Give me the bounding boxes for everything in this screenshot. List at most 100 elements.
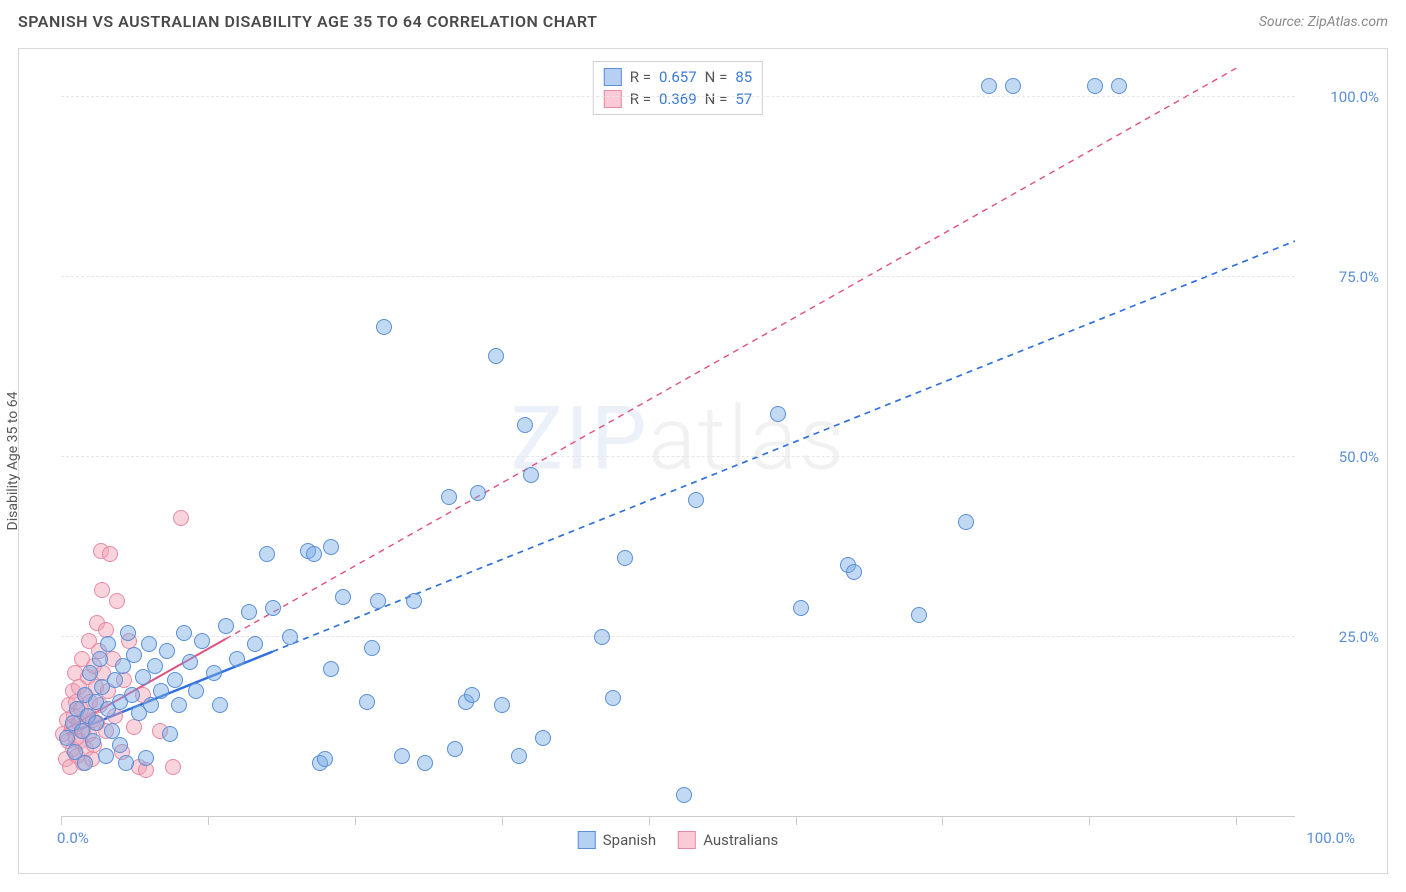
data-point	[417, 755, 433, 771]
data-point	[441, 489, 457, 505]
data-point	[241, 604, 257, 620]
data-point	[229, 651, 245, 667]
swatch-blue-icon	[578, 831, 596, 849]
data-point	[165, 759, 181, 775]
data-point	[171, 697, 187, 713]
data-point	[447, 741, 463, 757]
data-point	[176, 625, 192, 641]
data-point	[535, 730, 551, 746]
x-tick	[502, 817, 503, 825]
data-point	[173, 510, 189, 526]
data-point	[364, 640, 380, 656]
data-point	[323, 661, 339, 677]
legend-item-spanish: Spanish	[578, 831, 656, 849]
stats-row-spanish: R = 0.657 N = 85	[604, 66, 752, 88]
data-point	[188, 683, 204, 699]
data-point	[212, 697, 228, 713]
data-point	[1111, 78, 1127, 94]
data-point	[793, 600, 809, 616]
data-point	[120, 625, 136, 641]
data-point	[126, 647, 142, 663]
data-point	[118, 755, 134, 771]
data-point	[676, 787, 692, 803]
data-point	[770, 406, 786, 422]
data-point	[464, 687, 480, 703]
y-tick-label: 100.0%	[1330, 88, 1379, 106]
data-point	[98, 748, 114, 764]
x-tick	[1236, 817, 1237, 825]
data-point	[511, 748, 527, 764]
data-point	[470, 485, 486, 501]
legend-item-australians: Australians	[678, 831, 778, 849]
data-point	[206, 665, 222, 681]
data-point	[265, 600, 281, 616]
data-point	[94, 582, 110, 598]
watermark: ZIPatlas	[510, 388, 845, 491]
x-tick	[1089, 817, 1090, 825]
x-tick	[942, 817, 943, 825]
data-point	[406, 593, 422, 609]
x-axis-max-label: 100.0%	[1306, 829, 1355, 847]
data-point	[107, 672, 123, 688]
y-tick-label: 50.0%	[1339, 448, 1379, 466]
x-tick	[61, 817, 62, 825]
data-point	[376, 319, 392, 335]
data-point	[846, 564, 862, 580]
data-point	[100, 636, 116, 652]
data-point	[494, 697, 510, 713]
data-point	[82, 665, 98, 681]
data-point	[247, 636, 263, 652]
stats-row-australians: R = 0.369 N = 57	[604, 88, 752, 110]
x-tick	[649, 817, 650, 825]
data-point	[88, 715, 104, 731]
data-point	[370, 593, 386, 609]
data-point	[126, 719, 142, 735]
data-point	[488, 348, 504, 364]
data-point	[147, 658, 163, 674]
y-axis-label: Disability Age 35 to 64	[5, 392, 21, 531]
gridline	[61, 636, 1295, 637]
data-point	[335, 589, 351, 605]
data-point	[194, 633, 210, 649]
data-point	[109, 593, 125, 609]
data-point	[162, 726, 178, 742]
data-point	[141, 636, 157, 652]
data-point	[394, 748, 410, 764]
data-point	[306, 546, 322, 562]
x-tick	[208, 817, 209, 825]
gridline	[61, 456, 1295, 457]
data-point	[124, 687, 140, 703]
data-point	[1005, 78, 1021, 94]
chart-container: Disability Age 35 to 64 ZIPatlas R = 0.6…	[18, 48, 1388, 874]
x-axis-min-label: 0.0%	[57, 829, 89, 847]
data-point	[323, 539, 339, 555]
data-point	[911, 607, 927, 623]
data-point	[143, 697, 159, 713]
gridline	[61, 276, 1295, 277]
swatch-pink-icon	[678, 831, 696, 849]
data-point	[138, 750, 154, 766]
data-point	[1087, 78, 1103, 94]
data-point	[958, 514, 974, 530]
data-point	[517, 417, 533, 433]
source-attribution: Source: ZipAtlas.com	[1259, 14, 1388, 30]
y-tick-label: 75.0%	[1339, 268, 1379, 286]
data-point	[317, 751, 333, 767]
correlation-stats-box: R = 0.657 N = 85 R = 0.369 N = 57	[593, 61, 763, 115]
data-point	[182, 654, 198, 670]
swatch-pink-icon	[604, 90, 622, 108]
data-point	[605, 690, 621, 706]
plot-area: ZIPatlas R = 0.657 N = 85 R = 0.369 N = …	[61, 61, 1295, 817]
data-point	[688, 492, 704, 508]
x-tick	[796, 817, 797, 825]
data-point	[282, 629, 298, 645]
chart-title: SPANISH VS AUSTRALIAN DISABILITY AGE 35 …	[18, 12, 597, 31]
data-point	[153, 683, 169, 699]
gridline	[61, 96, 1295, 97]
swatch-blue-icon	[604, 68, 622, 86]
data-point	[594, 629, 610, 645]
legend: Spanish Australians	[578, 831, 779, 849]
data-point	[359, 694, 375, 710]
data-point	[92, 651, 108, 667]
data-point	[77, 755, 93, 771]
